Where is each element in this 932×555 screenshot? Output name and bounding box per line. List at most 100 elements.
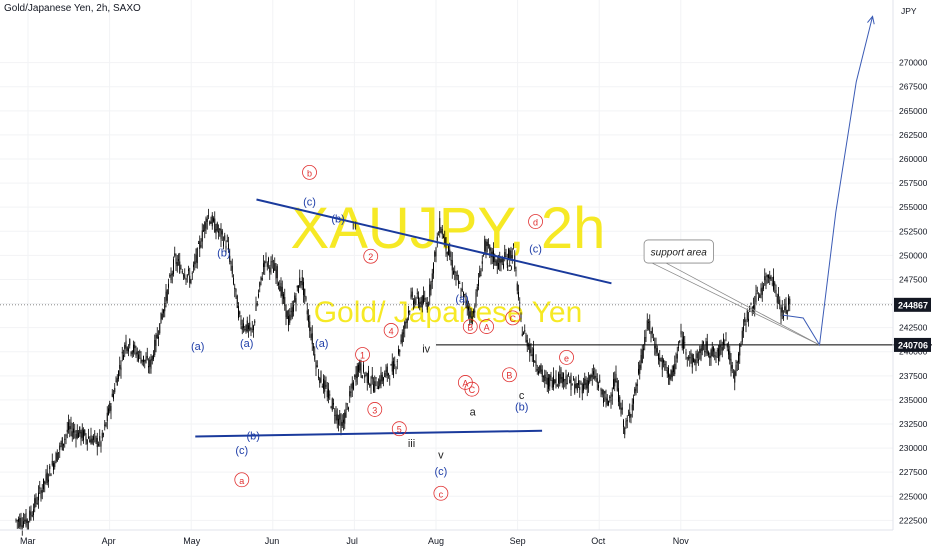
candle-body — [546, 377, 548, 385]
candle-body — [278, 282, 279, 286]
candle-body — [228, 243, 229, 250]
wave-label: A — [462, 378, 468, 388]
candle-body — [479, 270, 481, 277]
candle-body — [264, 261, 266, 267]
candle-body — [694, 359, 696, 363]
candle-body — [288, 316, 289, 326]
candle-body — [276, 266, 278, 279]
candle-body — [639, 364, 641, 374]
candle-body — [25, 512, 27, 526]
candle-body — [154, 339, 156, 355]
candle-body — [49, 465, 51, 470]
candle-body — [481, 261, 483, 264]
candle-body — [769, 276, 771, 280]
candle-body — [723, 338, 724, 345]
candle-body — [391, 361, 393, 372]
candle-body — [350, 391, 352, 393]
candle-body — [374, 381, 376, 392]
watermark-name: Gold/ Japanese Yen — [314, 296, 583, 329]
candle-body — [73, 428, 74, 433]
candle-body — [570, 374, 572, 390]
candle-body — [266, 263, 268, 267]
candle-body — [431, 273, 433, 282]
candle-body — [206, 218, 208, 222]
candle-body — [786, 310, 788, 314]
candle-body — [113, 394, 114, 399]
candle-body — [613, 379, 614, 389]
candle-body — [370, 384, 372, 386]
candle-body — [784, 306, 786, 311]
candle-body — [414, 298, 416, 306]
candle-body — [569, 379, 571, 383]
candle-body — [274, 263, 276, 271]
candle-body — [535, 361, 537, 366]
candle-body — [729, 351, 731, 361]
price-marker-label: 244867 — [898, 300, 928, 310]
candle-body — [420, 301, 422, 306]
candle-body — [183, 275, 184, 277]
candle-body — [719, 345, 721, 357]
candle-body — [559, 374, 561, 384]
candle-body — [286, 311, 288, 319]
candle-body — [338, 418, 339, 425]
candle-body — [645, 337, 647, 339]
candle-body — [109, 402, 111, 412]
candle-body — [749, 306, 751, 313]
candle-body — [646, 320, 648, 330]
candle-body — [691, 354, 693, 368]
candle-body — [706, 341, 708, 354]
candle-body — [188, 269, 189, 272]
candle-body — [176, 262, 178, 267]
candle-body — [686, 357, 688, 359]
candle-body — [229, 255, 231, 262]
x-tick-label: Oct — [591, 536, 606, 546]
candle-body — [294, 295, 296, 303]
candle-body — [760, 288, 762, 292]
candle-body — [233, 278, 234, 284]
candle-body — [285, 304, 287, 318]
candle-body — [485, 241, 487, 255]
candle-body — [275, 269, 277, 279]
candle-body — [41, 490, 43, 493]
candle-body — [741, 330, 743, 342]
candle-body — [129, 339, 131, 346]
candle-body — [765, 279, 767, 286]
candle-body — [323, 378, 324, 390]
candle-body — [321, 386, 323, 388]
candle-body — [33, 509, 34, 515]
candle-body — [660, 360, 662, 362]
candle-body — [594, 375, 596, 379]
candle-body — [789, 298, 791, 305]
candle-body — [381, 374, 383, 382]
candle-body — [593, 371, 594, 375]
candle-body — [534, 361, 536, 363]
candle-body — [711, 347, 713, 357]
candle-body — [104, 424, 106, 426]
candle-body — [71, 431, 73, 437]
candle-body — [520, 314, 522, 319]
candle-body — [759, 294, 761, 298]
candle-body — [133, 344, 134, 353]
candle-body — [671, 370, 673, 378]
wave-label-circle — [528, 214, 543, 229]
candle-body — [763, 285, 764, 289]
candle-body — [455, 272, 457, 280]
candle-body — [403, 332, 404, 334]
candle-body — [153, 354, 154, 360]
candle-body — [695, 359, 697, 366]
candle-body — [509, 250, 511, 260]
candle-body — [621, 407, 623, 410]
candle-body — [195, 254, 197, 263]
candle-body — [68, 422, 69, 431]
candle-body — [34, 498, 36, 508]
y-tick-label: 252500 — [899, 226, 928, 236]
y-tick-label: 237500 — [899, 371, 928, 381]
candle-body — [250, 327, 252, 329]
candle-body — [290, 310, 292, 313]
candle-body — [258, 294, 259, 297]
candle-body — [684, 342, 686, 344]
candle-body — [599, 379, 601, 383]
candle-body — [525, 334, 527, 343]
candle-body — [614, 378, 616, 387]
candle-body — [384, 372, 386, 378]
